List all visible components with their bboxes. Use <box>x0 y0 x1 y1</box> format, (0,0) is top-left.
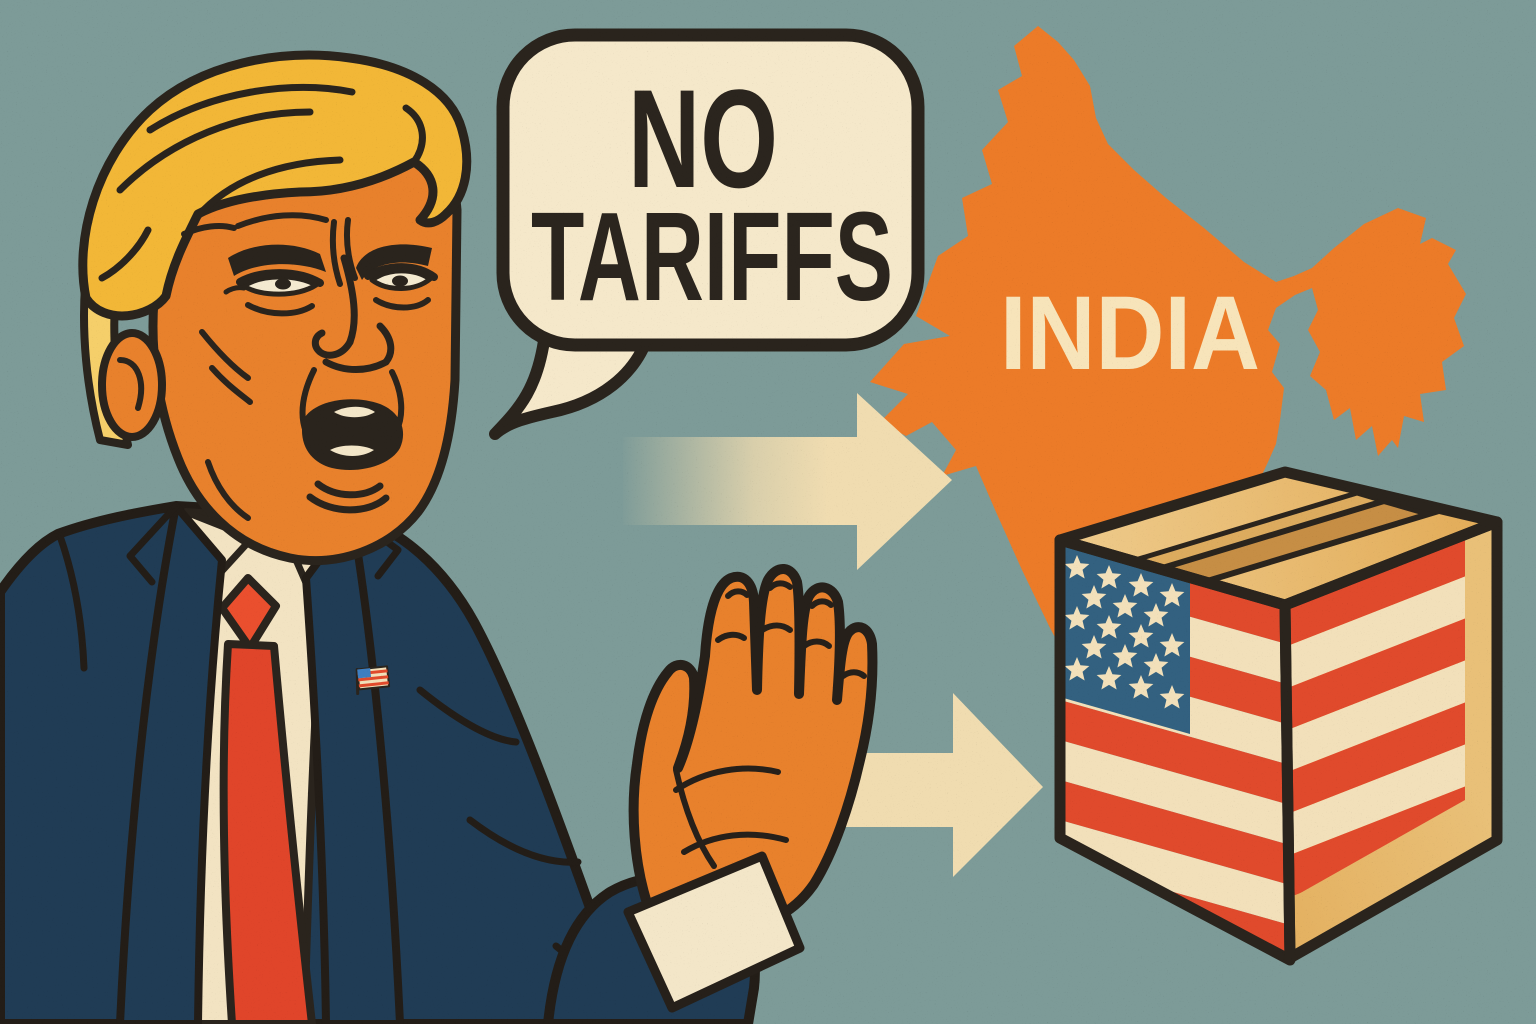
trump-ear <box>98 329 166 441</box>
speech-bubble-line2: TARIFFS <box>531 186 893 327</box>
trump-mouth <box>301 399 404 470</box>
india-label: INDIA <box>1000 275 1260 392</box>
